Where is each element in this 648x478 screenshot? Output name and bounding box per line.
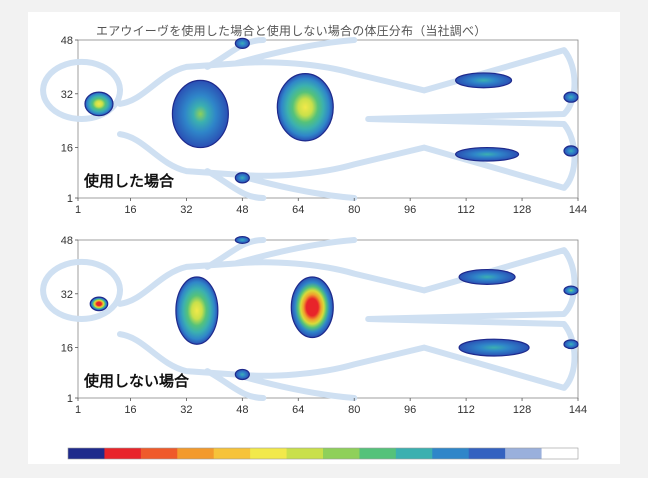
x-tick-label: 128 [513, 204, 531, 216]
pressure-region-calf-bottom [458, 338, 530, 357]
pressure-region-calf-bottom [455, 146, 520, 162]
color-scale-frame [67, 447, 579, 460]
pressure-region-shoulders [175, 276, 219, 345]
color-scale-swatch [286, 448, 324, 459]
color-scale-swatch [541, 448, 579, 459]
y-tick-label: 1 [67, 393, 73, 405]
y-tick-label: 16 [61, 343, 73, 355]
x-tick-label: 80 [348, 204, 360, 216]
x-tick-label: 96 [404, 404, 416, 416]
y-tick-label: 16 [61, 143, 73, 155]
y-tick-label: 48 [61, 35, 73, 47]
pressure-region-upper-arm-top [234, 236, 250, 244]
pressure-region-calf-top [458, 268, 516, 285]
body-silhouette [40, 37, 578, 201]
color-scale-swatch [250, 448, 288, 459]
y-tick-label: 32 [61, 89, 73, 101]
x-tick-label: 32 [180, 204, 192, 216]
color-scale-swatch [359, 448, 397, 459]
x-tick-label: 16 [124, 404, 136, 416]
color-scale-swatch [395, 448, 433, 459]
heatmap-panel-1: 1 16 32 48 64 80 96 112 128 144 48 32 16 1 使用した場合 [40, 35, 587, 216]
color-scale-swatch [505, 448, 543, 459]
x-tick-label: 112 [457, 204, 475, 216]
pressure-region-head [89, 296, 109, 312]
pressure-region-upper-arm-top [234, 37, 250, 50]
pressure-region-upper-arm-bottom [234, 368, 250, 381]
x-tick-label: 128 [513, 404, 531, 416]
color-scale-swatch [68, 448, 105, 459]
x-tick-label: 64 [292, 204, 304, 216]
x-tick-label: 48 [236, 404, 248, 416]
panel-label: 使用した場合 [83, 172, 175, 190]
heatmap-panel-2: 1 16 32 48 64 80 96 112 128 144 48 32 16 1 使用しない場合 [40, 235, 587, 416]
pressure-region-heel-top [563, 91, 579, 103]
x-tick-label: 16 [124, 204, 136, 216]
y-tick-label: 32 [61, 289, 73, 301]
color-scale-swatch [104, 448, 142, 459]
x-tick-label: 1 [75, 404, 81, 416]
pressure-region-hips [276, 73, 334, 142]
pressure-region-shoulders [171, 79, 229, 149]
x-tick-label: 112 [457, 404, 475, 416]
panel-label: 使用しない場合 [83, 372, 190, 390]
x-tick-label: 64 [292, 404, 304, 416]
color-scale-swatch [140, 448, 178, 459]
pressure-region-head [84, 91, 114, 117]
y-tick-label: 1 [67, 193, 73, 205]
x-tick-label: 96 [404, 204, 416, 216]
pressure-region-calf-top [455, 72, 513, 89]
color-scale-swatch [323, 448, 360, 459]
color-scale-swatch [177, 448, 215, 459]
chart-card: エアウイーヴを使用した場合と使用しない場合の体圧分布（当社調べ） 1 16 32 48… [28, 12, 620, 464]
pressure-region-hips [290, 276, 334, 339]
color-scale-bar [67, 447, 579, 460]
color-scale-swatch [213, 448, 251, 459]
pressure-charts: 1 16 32 48 64 80 96 112 128 144 48 32 16 1 使用した場合 1 16 32… [40, 35, 587, 460]
chart-title: エアウイーヴを使用した場合と使用しない場合の体圧分布（当社調べ） [96, 24, 487, 38]
x-tick-label: 1 [75, 204, 81, 216]
x-tick-label: 144 [569, 404, 587, 416]
x-tick-label: 144 [569, 204, 587, 216]
pressure-region-upper-arm-bottom [234, 172, 250, 184]
color-scale-swatch [432, 448, 470, 459]
x-tick-label: 48 [236, 204, 248, 216]
pressure-region-heel-bottom [563, 145, 579, 157]
pressure-region-heel-top [563, 285, 579, 296]
x-tick-label: 32 [180, 404, 192, 416]
pressure-region-heel-bottom [563, 339, 579, 350]
x-tick-label: 80 [348, 404, 360, 416]
y-tick-label: 48 [61, 235, 73, 247]
color-scale-swatch [468, 448, 506, 459]
